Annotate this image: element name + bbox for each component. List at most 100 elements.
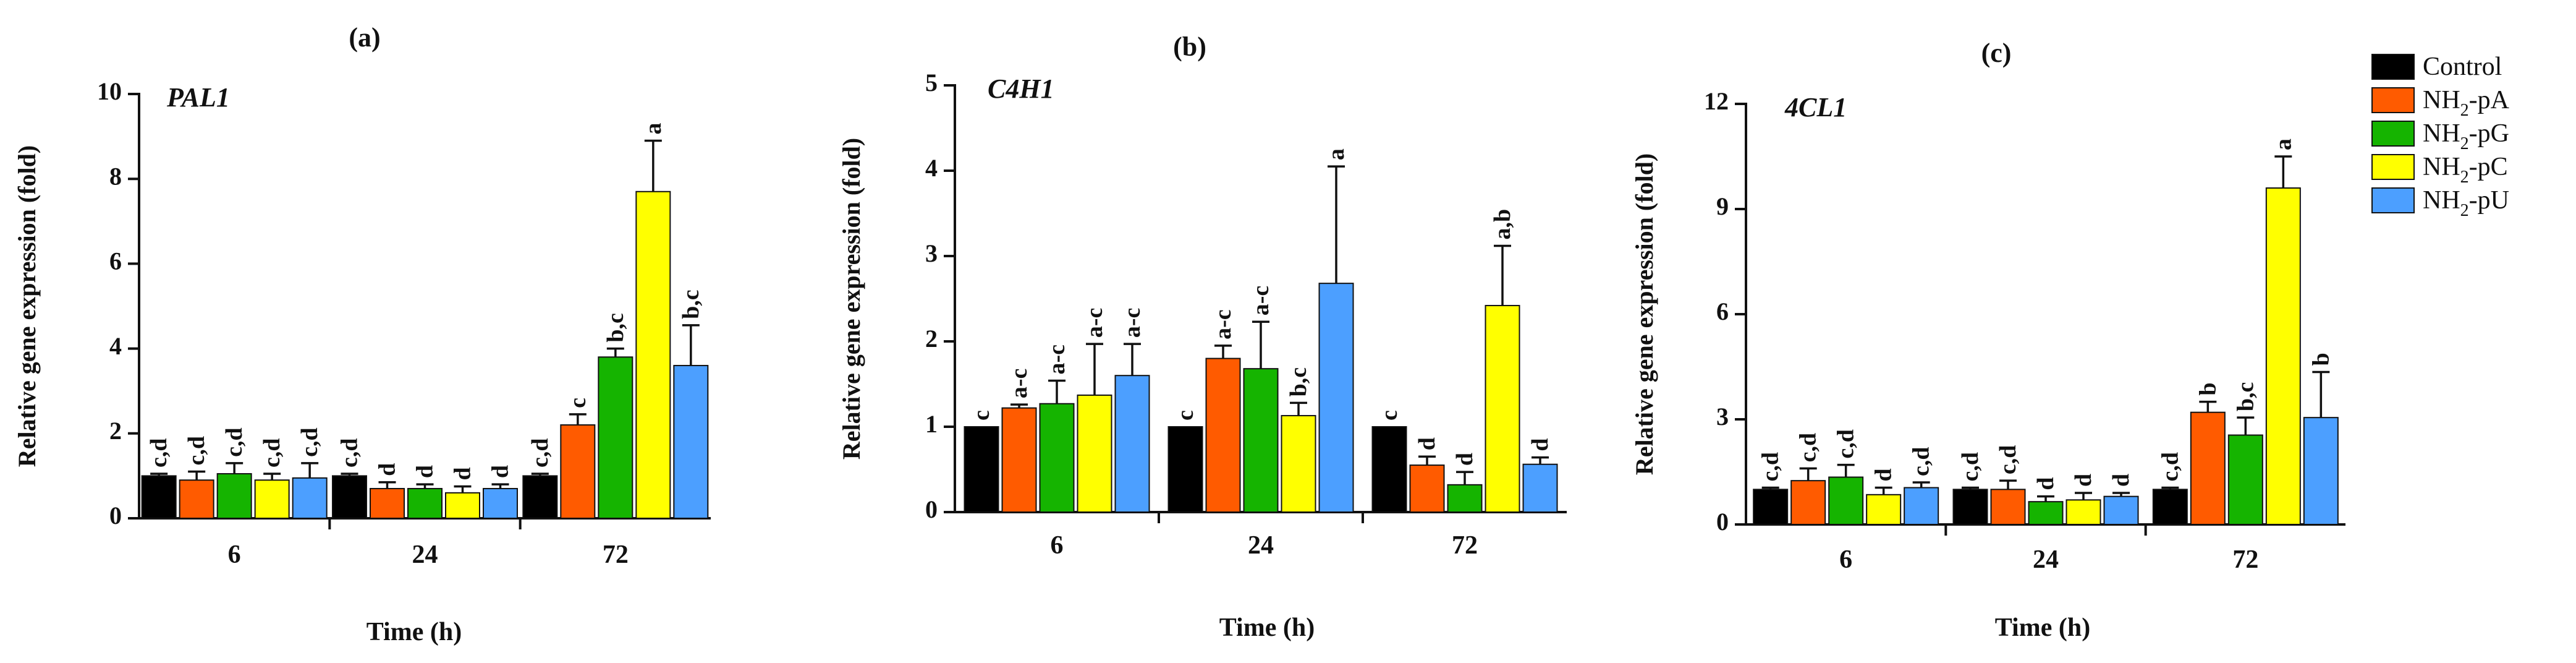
bar-nh2-pa-72 <box>560 424 596 520</box>
significance-letter: d <box>1871 468 1897 481</box>
bar-nh2-pu-6 <box>1904 487 1939 525</box>
legend-item: NH2-pG <box>2371 119 2509 153</box>
significance-letter: c <box>1172 410 1198 421</box>
significance-letter: a,b <box>1489 209 1515 240</box>
bar-nh2-pc-24 <box>2065 499 2101 525</box>
y-tick-label: 3 <box>1716 403 1729 430</box>
bar-nh2-pg-6 <box>1039 403 1075 513</box>
significance-letter: c,d <box>527 438 553 468</box>
significance-letter: c,d <box>1758 452 1784 482</box>
legend-swatch <box>2371 154 2415 180</box>
significance-letter: c,d <box>337 438 363 468</box>
significance-letter: a-c <box>1044 344 1070 375</box>
legend-item: Control <box>2371 53 2502 81</box>
significance-letter: d <box>412 465 438 478</box>
bar-nh2-pa-24 <box>1205 357 1241 513</box>
significance-letter: c,d <box>1995 445 2021 475</box>
significance-letter: d <box>450 467 476 480</box>
charts-layer: (a) PAL1 Relative gene expression (fold) Ti… <box>13 22 2345 646</box>
bar-control-72 <box>2152 489 2188 525</box>
significance-letter: a-c <box>1119 308 1145 338</box>
bar-nh2-pc-72 <box>635 190 671 519</box>
gene-label: 4CL1 <box>1784 92 1847 122</box>
significance-letter: c <box>968 410 994 421</box>
bar-nh2-pu-6 <box>292 477 328 520</box>
significance-letter: a <box>640 122 666 134</box>
legend-label-suffix: -pG <box>2469 119 2509 148</box>
legend-label-suffix: -pC <box>2469 153 2508 181</box>
bar-control-24 <box>1952 489 1988 525</box>
legend-label-main: Control <box>2423 53 2502 81</box>
significance-letter: a-c <box>1082 308 1108 338</box>
legend-label-subscript: 2 <box>2460 168 2469 187</box>
significance-letter: a-c <box>1248 286 1274 316</box>
bar-nh2-pa-72 <box>1409 464 1445 513</box>
panel-tag: (c) <box>1981 38 2012 68</box>
bar-control-24 <box>332 475 367 520</box>
x-axis-label: Time (h) <box>1995 614 2090 642</box>
y-tick-label: 5 <box>925 69 938 96</box>
significance-letter: d <box>1452 453 1478 466</box>
bar-control-6 <box>1753 489 1789 525</box>
significance-letter: c,d <box>297 427 323 457</box>
significance-letter: b,c <box>2232 382 2258 412</box>
y-axis-label: Relative gene expression (fold) <box>13 145 41 467</box>
legend-label-main: NH <box>2423 186 2460 215</box>
significance-letter: a-c <box>1210 309 1236 340</box>
bar-nh2-pc-6 <box>254 479 290 520</box>
bar-nh2-pc-24 <box>445 492 480 520</box>
y-axis-label: Relative gene expression (fold) <box>837 138 865 460</box>
significance-letter: a-c <box>1006 369 1032 399</box>
gene-label: PAL1 <box>166 82 230 113</box>
bar-nh2-pg-72 <box>1447 484 1483 513</box>
legend-label: Control <box>2423 53 2502 81</box>
chart-panel-1: (b) C4H1 Relative gene expression (fold) Ti… <box>837 32 1567 642</box>
significance-letter: c,d <box>1909 447 1934 477</box>
chart-panel-2: (c) 4CL1 Relative gene expression (fold) Ti… <box>1630 38 2345 642</box>
significance-letter: d <box>375 463 400 476</box>
legend-label-main: NH <box>2423 119 2460 148</box>
bar-nh2-pa-6 <box>1790 480 1826 526</box>
legend-swatch <box>2371 87 2415 113</box>
y-tick-label: 6 <box>1716 297 1729 325</box>
bar-nh2-pu-72 <box>2303 417 2339 526</box>
legend-item: NH2-pC <box>2371 153 2508 187</box>
x-axis-label: Time (h) <box>1219 614 1315 642</box>
bar-control-6 <box>964 426 999 513</box>
legend-item: NH2-pU <box>2371 186 2509 220</box>
x-axis-label: Time (h) <box>366 618 462 646</box>
significance-letter: a <box>1323 148 1349 160</box>
legend-label: NH2-pA <box>2423 86 2510 120</box>
legend-label-subscript: 2 <box>2460 101 2469 120</box>
significance-letter: b <box>2195 383 2221 396</box>
panel-tag: (a) <box>349 22 380 53</box>
bar-nh2-pa-6 <box>1001 407 1037 513</box>
y-tick-label: 0 <box>1716 508 1729 536</box>
x-tick-label: 24 <box>2033 545 2059 574</box>
legend-label-main: NH <box>2423 86 2460 114</box>
bar-control-6 <box>141 475 177 520</box>
significance-letter: d <box>2108 474 2134 487</box>
x-tick-label: 72 <box>603 541 629 569</box>
bar-nh2-pc-72 <box>1485 305 1520 513</box>
y-tick-label: 0 <box>109 502 122 529</box>
gene-label: C4H1 <box>988 74 1054 104</box>
legend-label: NH2-pU <box>2423 186 2509 220</box>
significance-letter: d <box>488 465 514 478</box>
significance-letter: c,d <box>1833 429 1859 459</box>
y-tick-label: 4 <box>109 332 122 360</box>
bar-nh2-pu-72 <box>673 365 709 519</box>
chart-panel-0: (a) PAL1 Relative gene expression (fold) Ti… <box>13 22 711 646</box>
bar-nh2-pa-24 <box>1990 489 2026 525</box>
y-tick-label: 0 <box>925 495 938 523</box>
significance-letter: c,d <box>2157 452 2183 482</box>
legend-label-subscript: 2 <box>2460 201 2469 220</box>
y-axis-label: Relative gene expression (fold) <box>1630 153 1658 475</box>
legend-swatch <box>2371 54 2415 80</box>
significance-letter: a <box>2270 139 2296 150</box>
significance-letter: d <box>2070 474 2096 487</box>
legend-label-suffix: -pU <box>2469 186 2509 215</box>
significance-letter: c <box>1376 410 1402 421</box>
